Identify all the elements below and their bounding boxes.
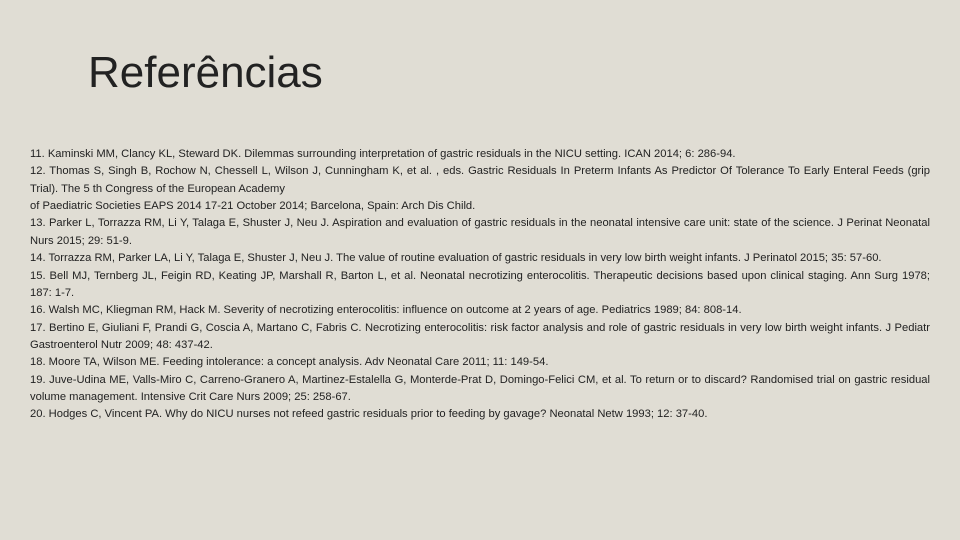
references-body: 11. Kaminski MM, Clancy KL, Steward DK. … [0, 98, 960, 424]
reference-line: 12. Thomas S, Singh B, Rochow N, Chessel… [30, 163, 930, 198]
reference-line: 15. Bell MJ, Ternberg JL, Feigin RD, Kea… [30, 268, 930, 303]
reference-line: 16. Walsh MC, Kliegman RM, Hack M. Sever… [30, 302, 930, 319]
slide-title: Referências [0, 0, 960, 98]
reference-line: of Paediatric Societies EAPS 2014 17-21 … [30, 198, 930, 215]
reference-line: 11. Kaminski MM, Clancy KL, Steward DK. … [30, 146, 930, 163]
reference-line: 19. Juve-Udina ME, Valls-Miro C, Carreno… [30, 372, 930, 407]
reference-line: 17. Bertino E, Giuliani F, Prandi G, Cos… [30, 320, 930, 355]
reference-line: 13. Parker L, Torrazza RM, Li Y, Talaga … [30, 215, 930, 250]
reference-line: 14. Torrazza RM, Parker LA, Li Y, Talaga… [30, 250, 930, 267]
slide: Referências 11. Kaminski MM, Clancy KL, … [0, 0, 960, 540]
reference-line: 18. Moore TA, Wilson ME. Feeding intoler… [30, 354, 930, 371]
reference-line: 20. Hodges C, Vincent PA. Why do NICU nu… [30, 406, 930, 423]
